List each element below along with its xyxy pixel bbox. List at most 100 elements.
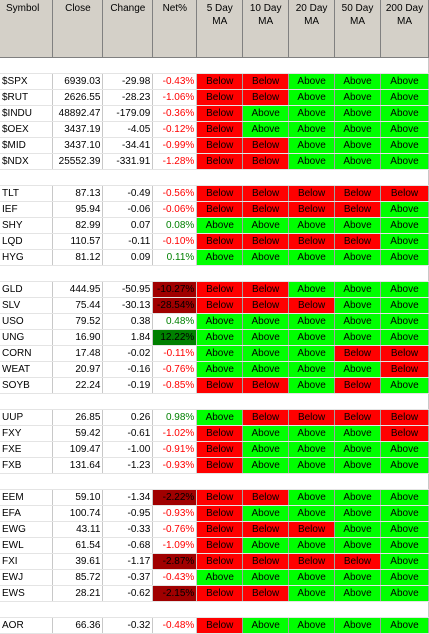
spacer-cell — [0, 601, 429, 618]
table-row[interactable]: $SPX 6939.03 -29.98 -0.43% Below Below Above Ab… — [0, 73, 429, 90]
table-row[interactable]: UNG 16.90 1.84 12.22% Above Above Above Above Ab… — [0, 329, 429, 346]
ma5-cell: Above — [196, 409, 244, 426]
close-cell: 28.21 — [52, 585, 104, 602]
header-row: Symbol Close Change Net% 5 Day MA 10 Day… — [0, 0, 429, 58]
table-row[interactable]: CORN 17.48 -0.02 -0.11% Above Above Above Below… — [0, 345, 429, 362]
table-row[interactable]: EWJ 85.72 -0.37 -0.43% Above Above Above Above A… — [0, 569, 429, 586]
table-row[interactable]: SOYB 22.24 -0.19 -0.85% Below Below Above Below… — [0, 377, 429, 394]
ma200-cell: Above — [380, 105, 429, 122]
table-row[interactable]: IEF 95.94 -0.06 -0.06% Below Below Below Below A… — [0, 201, 429, 218]
col-header-change[interactable]: Change — [102, 0, 154, 58]
table-row[interactable]: TLT 87.13 -0.49 -0.56% Below Below Below Below B… — [0, 185, 429, 202]
close-cell: 25552.39 — [52, 153, 104, 170]
ma20-cell: Below — [288, 233, 336, 250]
change-cell: 1.84 — [102, 329, 154, 346]
table-row[interactable]: $MID 3437.10 -34.41 -0.99% Below Below Above Ab… — [0, 137, 429, 154]
header-line: 50 Day — [341, 3, 374, 14]
ma5-cell: Below — [196, 553, 244, 570]
table-row[interactable]: EWG 43.11 -0.33 -0.76% Below Below Below Above A… — [0, 521, 429, 538]
table-row[interactable]: GLD 444.95 -50.95 -10.27% Below Below Above Abo… — [0, 281, 429, 298]
ma50-cell: Above — [334, 121, 381, 138]
change-cell: 0.26 — [102, 409, 154, 426]
ma50-cell: Below — [334, 185, 381, 202]
ma20-cell: Above — [288, 153, 336, 170]
table-row[interactable]: FXE 109.47 -1.00 -0.91% Below Above Above Above… — [0, 441, 429, 458]
col-header-50day-ma[interactable]: 50 Day MA — [334, 0, 381, 58]
ma200-cell: Above — [380, 313, 429, 330]
close-cell: 22.24 — [52, 377, 104, 394]
ma200-cell: Above — [380, 521, 429, 538]
table-row[interactable]: EEM 59.10 -1.34 -2.22% Below Below Above Above A… — [0, 489, 429, 506]
ma50-cell: Above — [334, 441, 381, 458]
table-row[interactable]: LQD 110.57 -0.11 -0.10% Below Below Below Below… — [0, 233, 429, 250]
col-header-200day-ma[interactable]: 200 Day MA — [380, 0, 429, 58]
ma200-cell: Above — [380, 329, 429, 346]
close-cell: 26.85 — [52, 409, 104, 426]
ma50-cell: Below — [334, 409, 381, 426]
ma5-cell: Below — [196, 89, 244, 106]
net-percent-cell: -0.10% — [152, 233, 198, 250]
net-percent-cell: -0.12% — [152, 121, 198, 138]
header-line: MA — [304, 16, 320, 27]
table-row[interactable]: USO 79.52 0.38 0.48% Above Above Above Above Abo… — [0, 313, 429, 330]
header-line: 200 Day — [385, 3, 424, 14]
col-header-net[interactable]: Net% — [152, 0, 198, 58]
table-row[interactable]: SHY 82.99 0.07 0.08% Above Above Above Above Abo… — [0, 217, 429, 234]
col-header-symbol[interactable]: Symbol — [0, 0, 54, 58]
table-row[interactable]: AOR 66.36 -0.32 -0.48% Below Above Above Above A… — [0, 617, 429, 634]
ma5-cell: Above — [196, 361, 244, 378]
table-row[interactable]: EFA 100.74 -0.95 -0.93% Below Above Above Above… — [0, 505, 429, 522]
ma5-cell: Below — [196, 441, 244, 458]
net-percent-cell: -0.48% — [152, 617, 198, 634]
table-body: $SPX 6939.03 -29.98 -0.43% Below Below Above Ab… — [0, 57, 429, 634]
table-row[interactable]: EWS 28.21 -0.62 -2.15% Below Below Above Above A… — [0, 585, 429, 602]
header-line: MA — [396, 16, 412, 27]
col-header-5day-ma[interactable]: 5 Day MA — [196, 0, 244, 58]
table-row[interactable]: SLV 75.44 -30.13 -28.54% Below Below Below Abov… — [0, 297, 429, 314]
table-row[interactable]: EWL 61.54 -0.68 -1.09% Below Above Above Above A… — [0, 537, 429, 554]
ma10-cell: Above — [242, 313, 290, 330]
symbol-cell: EWG — [0, 521, 54, 538]
table-row[interactable]: WEAT 20.97 -0.16 -0.76% Above Above Above Above… — [0, 361, 429, 378]
ma200-cell: Above — [380, 201, 429, 218]
table-row[interactable]: $NDX 25552.39 -331.91 -1.28% Below Below Above… — [0, 153, 429, 170]
table-row[interactable]: $INDU 48892.47 -179.09 -0.36% Below Above Abov… — [0, 105, 429, 122]
ma200-cell: Above — [380, 569, 429, 586]
col-header-10day-ma[interactable]: 10 Day MA — [242, 0, 290, 58]
symbol-cell: SOYB — [0, 377, 54, 394]
table-row[interactable]: FXB 131.64 -1.23 -0.93% Below Above Above Above… — [0, 457, 429, 474]
group-spacer-row — [0, 473, 429, 490]
ma5-cell: Below — [196, 457, 244, 474]
ma200-cell: Below — [380, 361, 429, 378]
table-row[interactable]: $RUT 2626.55 -28.23 -1.06% Below Below Above Ab… — [0, 89, 429, 106]
change-cell: -0.61 — [102, 425, 154, 442]
change-cell: -0.16 — [102, 361, 154, 378]
change-cell: -179.09 — [102, 105, 154, 122]
col-header-close[interactable]: Close — [52, 0, 104, 58]
symbol-cell: AOR — [0, 617, 54, 634]
ma50-cell: Above — [334, 329, 381, 346]
table-row[interactable]: FXI 39.61 -1.17 -2.87% Below Below Below Below A… — [0, 553, 429, 570]
table-row[interactable]: UUP 26.85 0.26 0.98% Above Below Below Below Bel… — [0, 409, 429, 426]
ma10-cell: Above — [242, 361, 290, 378]
ma50-cell: Above — [334, 217, 381, 234]
table-row[interactable]: $OEX 3437.19 -4.05 -0.12% Below Above Above Abo… — [0, 121, 429, 138]
symbol-cell: $NDX — [0, 153, 54, 170]
ma10-cell: Below — [242, 521, 290, 538]
col-header-20day-ma[interactable]: 20 Day MA — [288, 0, 336, 58]
ma10-cell: Above — [242, 217, 290, 234]
change-cell: -1.00 — [102, 441, 154, 458]
close-cell: 87.13 — [52, 185, 104, 202]
ma5-cell: Below — [196, 153, 244, 170]
symbol-cell: EFA — [0, 505, 54, 522]
ma20-cell: Above — [288, 137, 336, 154]
net-percent-cell: -10.27% — [152, 281, 198, 298]
net-percent-cell: -0.99% — [152, 137, 198, 154]
table-row[interactable]: FXY 59.42 -0.61 -1.02% Below Above Above Above B… — [0, 425, 429, 442]
table-row[interactable]: HYG 81.12 0.09 0.11% Above Above Above Above Abo… — [0, 249, 429, 266]
symbol-cell: FXI — [0, 553, 54, 570]
header-line: 10 Day — [249, 3, 282, 14]
net-percent-cell: -0.76% — [152, 361, 198, 378]
ma20-cell: Above — [288, 345, 336, 362]
